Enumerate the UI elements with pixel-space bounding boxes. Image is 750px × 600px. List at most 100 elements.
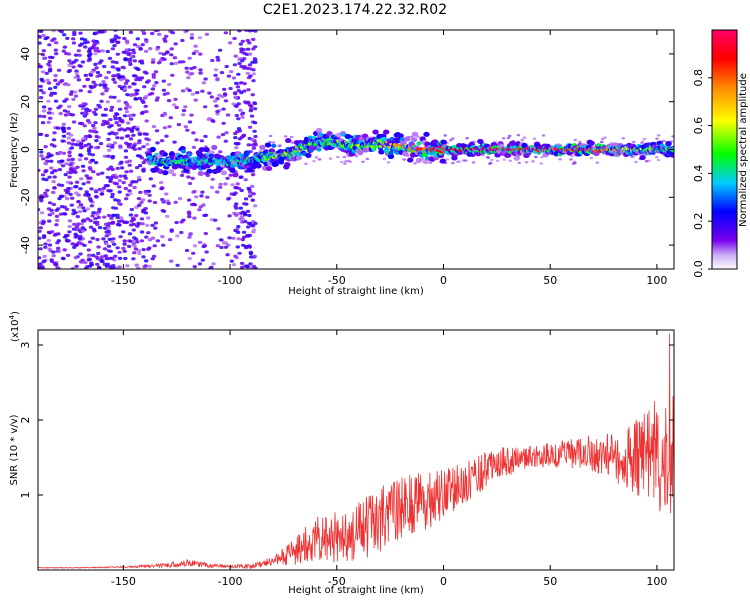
spectrogram-noise-cell bbox=[89, 204, 95, 208]
spectrogram-signal-cell bbox=[285, 137, 292, 144]
spectrogram-noise-cell bbox=[222, 92, 228, 96]
spectrogram-noise-cell bbox=[147, 238, 153, 242]
spectrogram-noise-cell bbox=[42, 254, 47, 258]
spectrogram-noise-cell bbox=[38, 132, 44, 136]
spectrogram-noise-cell bbox=[79, 37, 85, 41]
spectrogram-noise-cell bbox=[187, 235, 192, 239]
spectrogram-signal-cell bbox=[265, 165, 273, 172]
spectrogram-noise-cell bbox=[61, 122, 66, 126]
spectrogram-signal-cell bbox=[162, 170, 169, 176]
spectrogram-noise-cell bbox=[73, 232, 78, 236]
spectrogram-noise-cell bbox=[111, 74, 116, 78]
spectrogram-noise-cell bbox=[227, 214, 232, 218]
spectrogram-noise-cell bbox=[41, 114, 47, 119]
spectrogram-noise-cell bbox=[144, 110, 149, 114]
spectrogram-noise-cell bbox=[185, 70, 190, 74]
spectrogram-noise-cell bbox=[158, 180, 164, 185]
spectrogram-signal-cell bbox=[402, 151, 409, 157]
spectrogram-noise-cell bbox=[522, 136, 527, 139]
spectrogram-noise-cell bbox=[127, 60, 132, 64]
spectrogram-noise-cell bbox=[241, 210, 246, 214]
spectrogram-noise-cell bbox=[222, 241, 227, 245]
spectrogram-noise-cell bbox=[127, 189, 132, 193]
spectrogram-noise-cell bbox=[108, 95, 114, 99]
spectrogram-noise-cell bbox=[127, 85, 132, 89]
spectrogram-noise-cell bbox=[41, 177, 46, 181]
spectrogram-signal-cell bbox=[149, 146, 156, 152]
spectrogram-noise-cell bbox=[218, 185, 223, 189]
spectrogram-noise-cell bbox=[317, 158, 322, 161]
spectrogram-signal-cell bbox=[181, 149, 187, 154]
spectrogram-signal-cell bbox=[203, 147, 210, 153]
spectrogram-noise-cell bbox=[122, 128, 128, 132]
spectrogram-noise-cell bbox=[226, 243, 231, 247]
spectrogram-noise-cell bbox=[312, 159, 316, 163]
spectrogram-noise-cell bbox=[71, 212, 76, 216]
spectrogram-noise-cell bbox=[61, 49, 66, 53]
spectrogram-noise-cell bbox=[67, 230, 72, 234]
spectrogram-noise-cell bbox=[43, 242, 48, 246]
spectrogram-noise-cell bbox=[180, 38, 185, 43]
colorbar-tick-label: 0.4 bbox=[692, 165, 705, 183]
spectrogram-noise-cell bbox=[61, 151, 67, 155]
spectrogram-noise-cell bbox=[253, 221, 258, 226]
spectrogram-noise-cell bbox=[107, 237, 113, 241]
spectrogram-noise-cell bbox=[138, 164, 143, 168]
spectrogram-noise-cell bbox=[227, 41, 233, 45]
spectrogram-noise-cell bbox=[140, 30, 146, 33]
spectrogram-noise-cell bbox=[242, 202, 247, 206]
spectrogram-noise-cell bbox=[61, 134, 67, 138]
spectrogram-noise-cell bbox=[117, 265, 122, 269]
spectrogram-noise-cell bbox=[147, 246, 152, 250]
spectrogram-noise-cell bbox=[78, 89, 83, 93]
spectrogram-noise-cell bbox=[47, 219, 52, 223]
spectrogram-noise-cell bbox=[108, 189, 113, 193]
spectrogram-noise-cell bbox=[169, 62, 174, 66]
spectrogram-signal-cell bbox=[220, 170, 228, 176]
spectrogram-noise-cell bbox=[120, 120, 125, 124]
spectrogram-noise-cell bbox=[127, 232, 133, 236]
spectrogram-noise-cell bbox=[184, 66, 189, 70]
spectrogram-noise-cell bbox=[361, 160, 365, 163]
spectrogram-noise-cell bbox=[122, 239, 127, 243]
spectrogram-noise-cell bbox=[599, 141, 604, 144]
spectrogram-noise-cell bbox=[80, 164, 86, 168]
spectrogram-noise-cell bbox=[117, 250, 122, 254]
spectrogram-noise-cell bbox=[110, 221, 115, 225]
spectrogram-noise-cell bbox=[289, 135, 294, 139]
spectrogram-noise-cell bbox=[113, 254, 118, 258]
spectrogram-noise-cell bbox=[188, 232, 193, 236]
spectrogram-noise-cell bbox=[103, 107, 109, 111]
spectrogram-noise-cell bbox=[172, 56, 178, 60]
spectrogram-noise-cell bbox=[73, 235, 78, 239]
spectrogram-noise-cell bbox=[139, 230, 145, 234]
spectrogram-noise-cell bbox=[97, 105, 103, 109]
spectrogram-signal-cell bbox=[198, 146, 205, 153]
spectrogram-noise-cell bbox=[67, 224, 72, 229]
spectrogram-noise-cell bbox=[58, 212, 64, 216]
spectrogram-noise-cell bbox=[128, 239, 133, 243]
spectrogram-noise-cell bbox=[95, 262, 100, 266]
spectrogram-noise-cell bbox=[179, 230, 184, 235]
spectrogram-noise-cell bbox=[76, 139, 81, 144]
spectrogram-noise-cell bbox=[216, 58, 221, 62]
spectrogram-noise-cell bbox=[241, 235, 247, 239]
spectrogram-noise-cell bbox=[209, 95, 214, 99]
spectrogram-noise-cell bbox=[90, 253, 96, 257]
spectrogram-noise-cell bbox=[151, 254, 157, 258]
spectrogram-noise-cell bbox=[87, 90, 92, 94]
spectrogram-noise-cell bbox=[116, 199, 121, 203]
spectrogram-noise-cell bbox=[144, 94, 149, 98]
spectrogram-noise-cell bbox=[153, 221, 159, 225]
spectrogram-noise-cell bbox=[455, 160, 460, 164]
spectrogram-signal-cell bbox=[264, 142, 272, 148]
spectrogram-y-tick-label: 20 bbox=[19, 95, 32, 109]
spectrogram-noise-cell bbox=[46, 99, 51, 103]
spectrogram-noise-cell bbox=[135, 125, 140, 129]
spectrogram-noise-cell bbox=[43, 245, 48, 249]
spectrogram-noise-cell bbox=[78, 31, 83, 35]
spectrogram-noise-cell bbox=[86, 248, 92, 252]
spectrogram-noise-cell bbox=[144, 235, 149, 239]
spectrogram-noise-cell bbox=[57, 197, 62, 201]
spectrogram-noise-cell bbox=[151, 73, 156, 77]
